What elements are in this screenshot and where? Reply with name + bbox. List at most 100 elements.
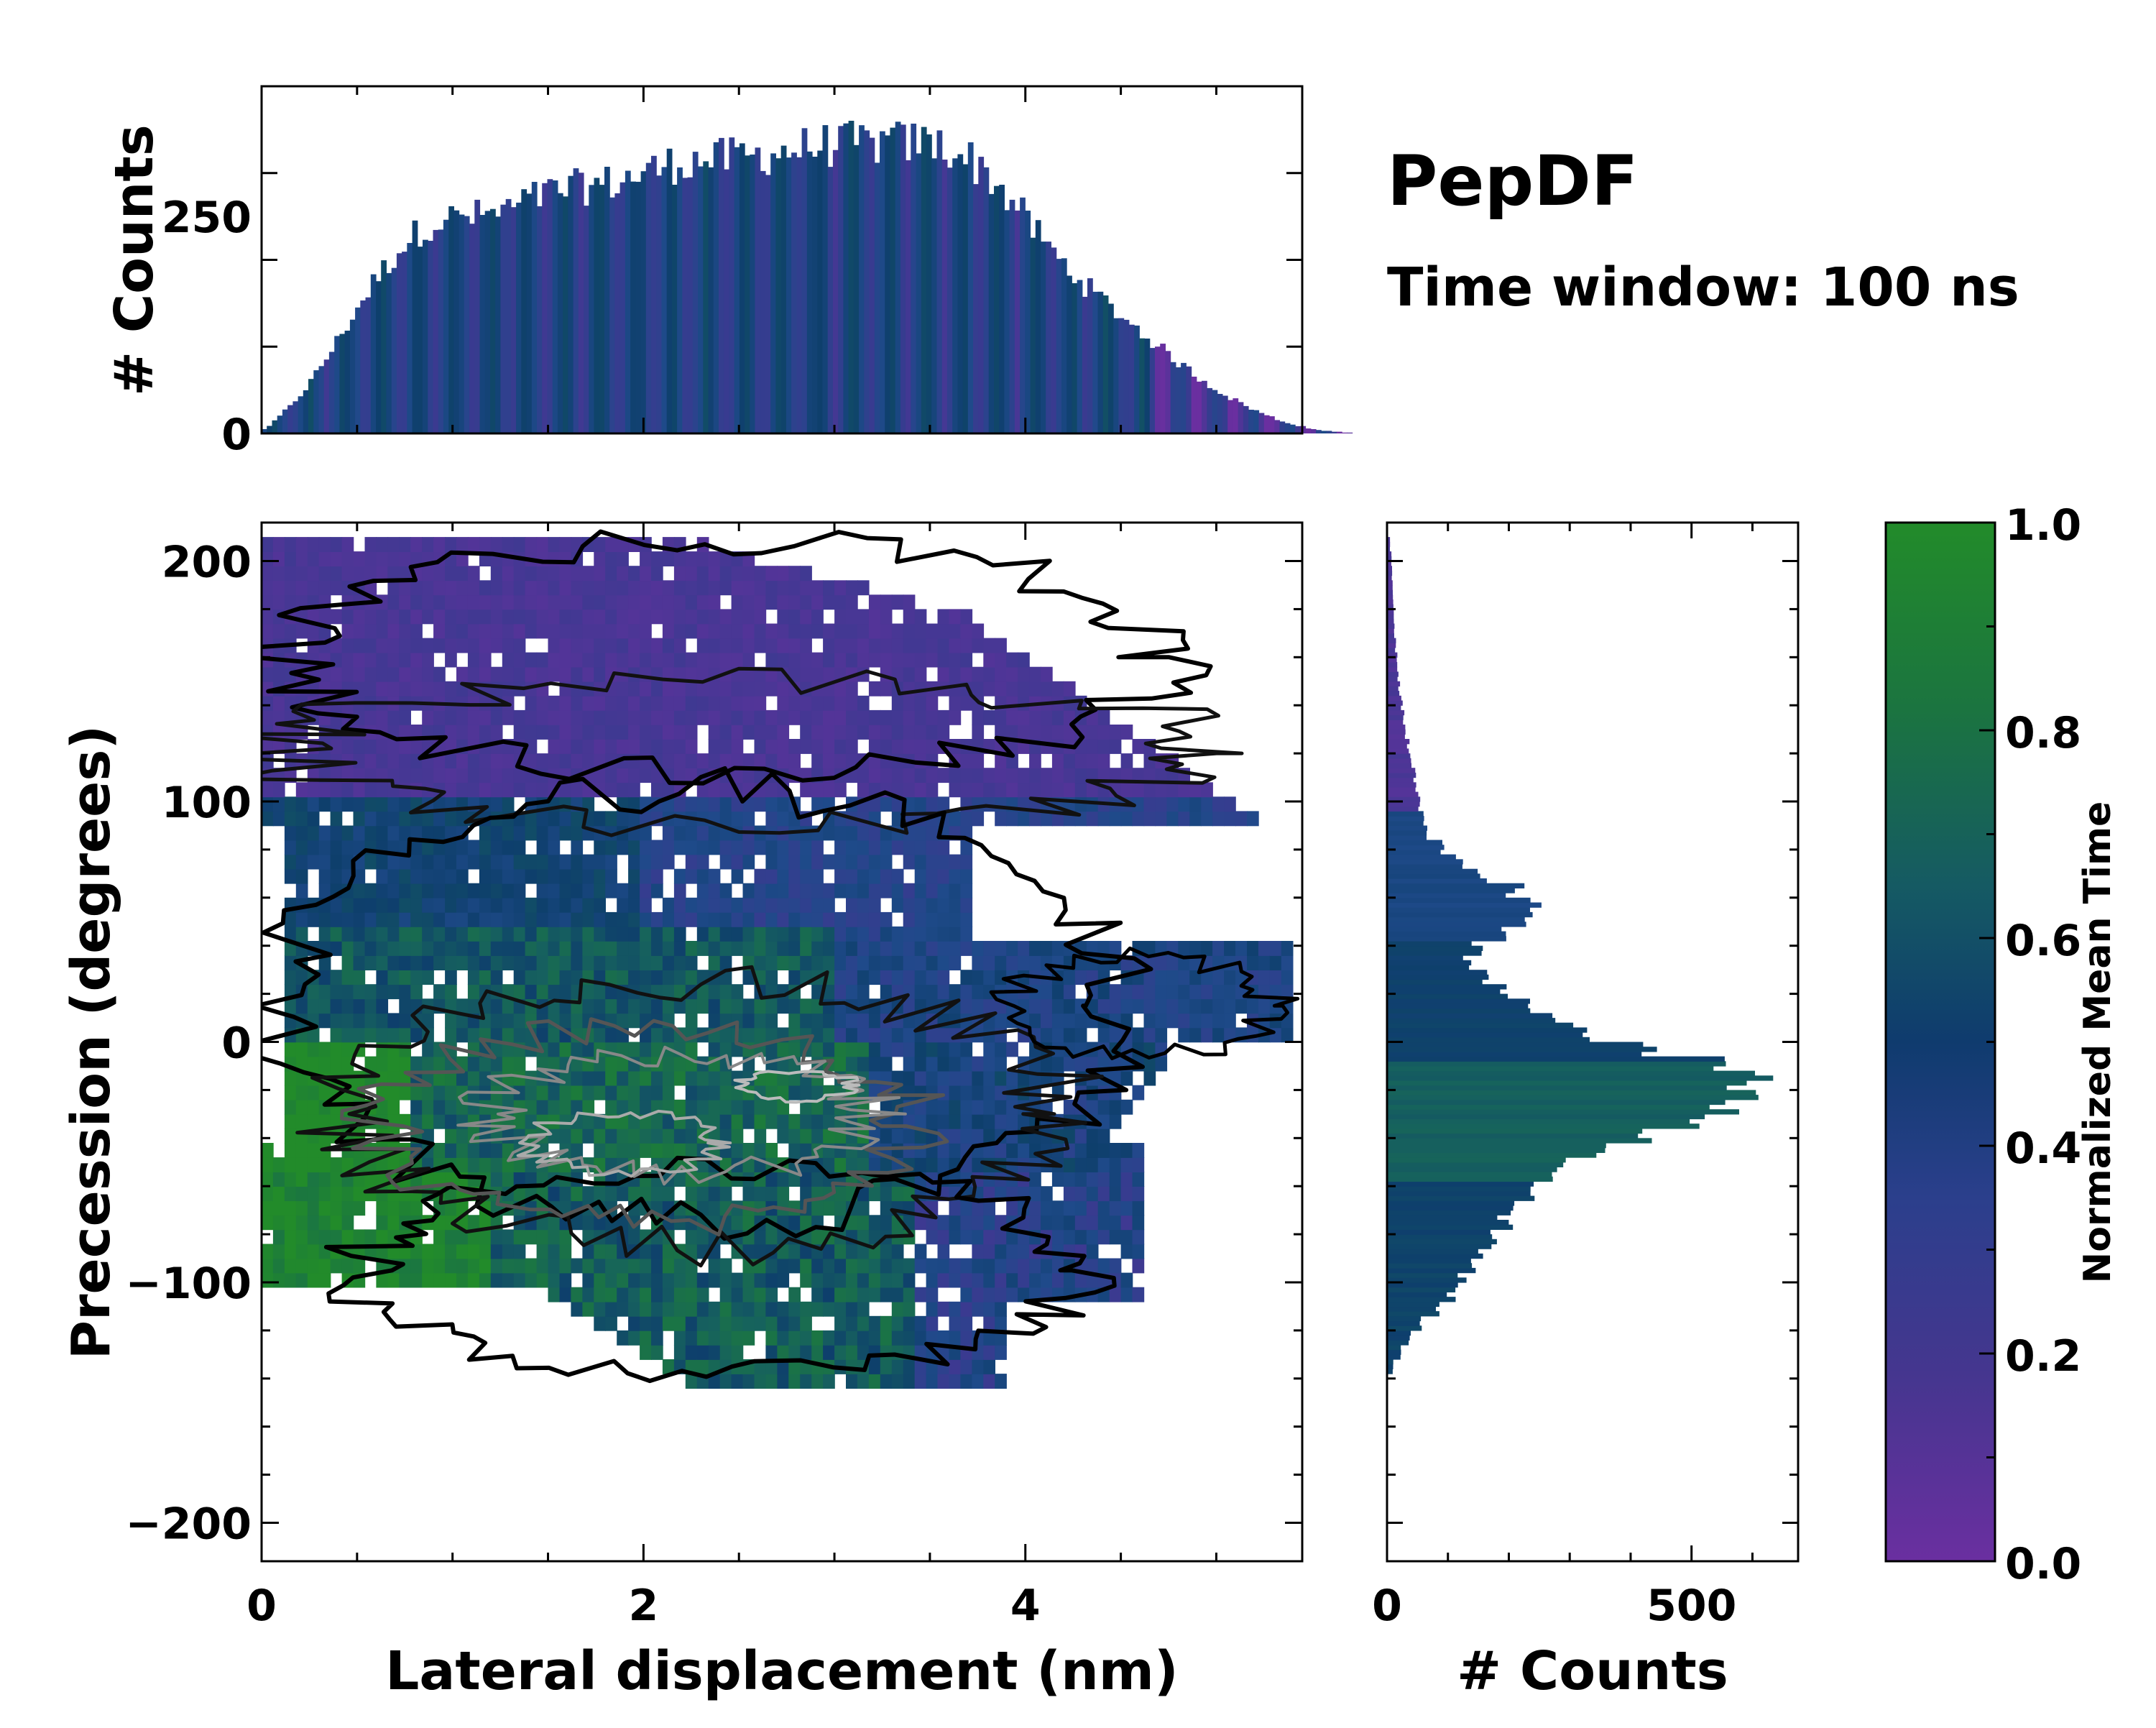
heatmap-cell [949,1301,962,1317]
heatmap-cell [262,1272,274,1288]
heatmap-cell [949,1258,962,1274]
heatmap-cell [387,609,400,625]
heatmap-cell [823,1200,835,1216]
heatmap-cell [490,854,503,870]
heatmap-cell [788,955,801,970]
heatmap-cell [456,1272,469,1288]
heatmap-cell [811,1374,824,1389]
heatmap-cell [582,984,595,1000]
heatmap-cell [490,868,503,884]
heatmap-cell [341,739,354,754]
heatmap-cell [513,984,526,1000]
heatmap-cell [387,1215,400,1231]
heatmap-cell [387,911,400,927]
heatmap-cell [1132,1186,1145,1202]
heatmap-cell [548,725,561,740]
heatmap-cell [399,566,411,582]
top-histogram-bar [1097,291,1104,433]
top-histogram-bar [906,160,911,433]
heatmap-cell [262,1244,274,1259]
heatmap-cell [1041,984,1053,1000]
heatmap-cell [811,739,824,754]
heatmap-cell [903,941,916,956]
heatmap-cell [719,1113,732,1129]
heatmap-cell [456,1070,469,1086]
heatmap-cell [903,1085,916,1100]
heatmap-cell [823,1374,835,1389]
heatmap-cell [788,897,801,913]
heatmap-cell [777,955,790,970]
heatmap-cell [490,768,503,783]
heatmap-cell [937,652,950,668]
heatmap-cell [364,796,377,812]
heatmap-cell [490,825,503,841]
heatmap-cell [1051,709,1064,725]
heatmap-cell [765,1301,778,1317]
heatmap-cell [834,1200,847,1216]
heatmap-cell [353,883,366,899]
heatmap-cell [1132,1200,1145,1216]
top-histogram-bar [708,167,714,434]
heatmap-cell [1086,1258,1099,1274]
heatmap-cell [914,1128,927,1144]
heatmap-cell [490,666,503,682]
heatmap-cell [800,1374,812,1389]
heatmap-cell [422,1258,434,1274]
heatmap-cell [685,1345,698,1360]
heatmap-cell [1018,725,1030,740]
heatmap-cell [490,998,503,1014]
heatmap-cell [445,566,457,582]
heatmap-cell [846,638,858,653]
heatmap-cell [617,840,629,855]
heatmap-cell [788,883,801,899]
heatmap-cell [376,854,389,870]
heatmap-cell [914,652,927,668]
heatmap-cell [582,941,595,956]
heatmap-cell [571,666,584,682]
heatmap-cell [387,537,400,552]
heatmap-cell [1063,998,1076,1014]
top-histogram-bar [973,184,979,433]
heatmap-cell [1018,709,1030,725]
heatmap-cell [719,998,732,1014]
heatmap-cell [1074,1013,1087,1029]
heatmap-cell [307,1085,320,1100]
top-histogram-bar [407,243,413,433]
heatmap-cell [353,941,366,956]
heatmap-cell [387,941,400,956]
heatmap-cell [284,926,297,942]
heatmap-cell [582,753,595,768]
heatmap-cell [995,811,1007,827]
heatmap-cell [868,825,881,841]
heatmap-cell [640,695,652,711]
heatmap-cell [307,1244,320,1259]
heatmap-cell [594,725,606,740]
heatmap-cell [284,1200,297,1216]
heatmap-cell [914,840,927,855]
heatmap-cell [582,609,595,625]
heatmap-cell [318,580,331,596]
heatmap-cell [376,897,389,913]
heatmap-cell [1018,1287,1030,1302]
heatmap-cell [972,970,985,985]
heatmap-cell [513,1027,526,1043]
heatmap-cell [1212,796,1225,812]
heatmap-cell [662,623,675,639]
heatmap-cell [433,897,446,913]
heatmap-cell [594,926,606,942]
heatmap-cell [754,695,767,711]
heatmap-cell [891,695,904,711]
right-histogram-bar [1387,965,1470,970]
heatmap-cell [995,970,1007,985]
heatmap-cell [868,897,881,913]
heatmap-cell [823,1042,835,1057]
heatmap-cell [525,652,538,668]
heatmap-cell [926,1070,939,1086]
heatmap-cell [410,666,423,682]
heatmap-cell [582,1128,595,1144]
heatmap-cell [422,1042,434,1057]
heatmap-cell [788,681,801,697]
heatmap-cell [662,1128,675,1144]
heatmap-cell [731,1272,744,1288]
heatmap-cell [284,1172,297,1187]
